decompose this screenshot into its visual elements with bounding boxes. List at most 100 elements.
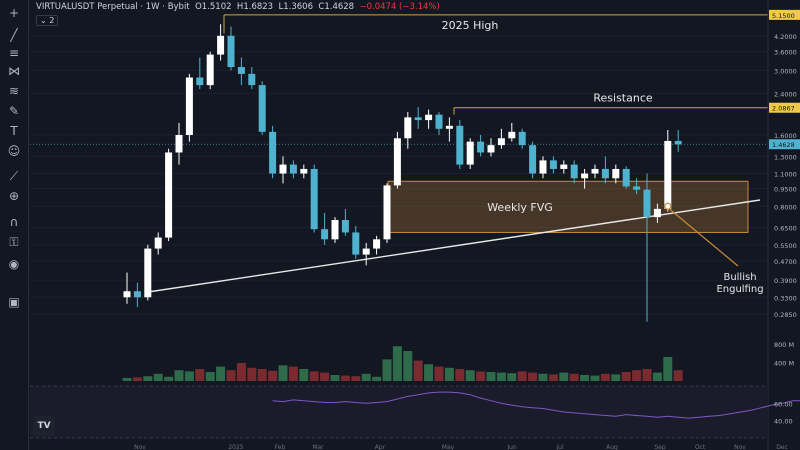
fib-icon[interactable]: ≡ bbox=[8, 46, 20, 60]
lock-icon[interactable]: ⚿ bbox=[9, 235, 19, 249]
time-axis-label: Nov bbox=[134, 444, 146, 450]
price-tick-label: 0.3300 bbox=[774, 294, 797, 302]
price-tick-label: 0.5500 bbox=[774, 242, 797, 250]
engulfing-label-line1: Bullish bbox=[723, 272, 756, 283]
time-axis-label: Oct bbox=[695, 444, 706, 450]
candle-body bbox=[487, 145, 495, 153]
volume-bar bbox=[496, 372, 506, 381]
candle-body bbox=[341, 219, 349, 233]
volume-bar bbox=[382, 359, 392, 381]
volume-bar bbox=[621, 372, 631, 381]
candle-body bbox=[549, 160, 557, 169]
trash-icon[interactable]: ▣ bbox=[8, 295, 20, 309]
candle-body bbox=[393, 138, 401, 186]
candle-body bbox=[289, 164, 297, 174]
volume-bar bbox=[247, 367, 257, 381]
candle-body bbox=[497, 138, 505, 146]
candle-body bbox=[508, 131, 516, 139]
volume-bar bbox=[340, 375, 350, 381]
candle-body bbox=[425, 114, 433, 121]
ruler-icon[interactable]: ⟋ bbox=[9, 169, 19, 183]
price-tick-label: 1.6000 bbox=[774, 132, 797, 140]
volume-bar bbox=[455, 369, 465, 381]
time-axis-label: May bbox=[442, 444, 455, 450]
volume-bar bbox=[642, 369, 652, 381]
volume-bar bbox=[299, 369, 309, 381]
time-axis-label: Sep bbox=[654, 444, 666, 450]
volume-bar bbox=[320, 372, 330, 381]
candle-body bbox=[196, 77, 204, 86]
pen-icon[interactable]: ✎ bbox=[8, 104, 20, 118]
change-value: −0.0474 (−3.14%) bbox=[359, 2, 440, 12]
symbol-name[interactable]: VIRTUALUSDT Perpetual · 1W · Bybit bbox=[36, 2, 190, 12]
indicator-count-badge[interactable]: ⌄ 2 bbox=[36, 15, 59, 26]
volume-bar bbox=[434, 366, 444, 381]
volume-bar bbox=[476, 371, 486, 381]
volume-bar bbox=[122, 378, 132, 381]
emoji-icon[interactable]: ☺ bbox=[7, 144, 21, 158]
brush-icon[interactable]: ≋ bbox=[8, 84, 20, 98]
price-tick-label: 0.6500 bbox=[774, 225, 797, 233]
candle-body bbox=[622, 168, 630, 187]
close-label: C bbox=[318, 2, 325, 12]
volume-bar bbox=[569, 373, 579, 381]
volume-bar bbox=[361, 373, 371, 381]
text-icon[interactable]: T bbox=[10, 124, 18, 138]
candle-body bbox=[404, 117, 412, 139]
indicator-count-value: 2 bbox=[49, 16, 55, 25]
candle-body bbox=[269, 131, 277, 174]
candle-body bbox=[154, 237, 162, 249]
volume-bar bbox=[195, 369, 205, 381]
time-axis-label: 2025 bbox=[228, 444, 243, 450]
candle-body bbox=[674, 140, 682, 145]
price-tick-label: 4.2000 bbox=[774, 33, 797, 41]
price-label-bg bbox=[769, 102, 800, 113]
volume-bar bbox=[184, 371, 194, 381]
volume-bar bbox=[611, 374, 621, 381]
symbol-header: VIRTUALUSDT Perpetual · 1W · Bybit O1.51… bbox=[36, 2, 440, 12]
indicator-count-arrow: ⌄ bbox=[40, 16, 50, 25]
volume-bar bbox=[226, 370, 236, 381]
crosshair-icon[interactable]: + bbox=[8, 6, 20, 20]
candle-body bbox=[373, 239, 381, 249]
candle-body bbox=[529, 145, 537, 174]
magnet-icon[interactable]: ∩ bbox=[9, 215, 19, 229]
drawing-toolbar: + ╱ ≡ ⋈ ≋ ✎ T ☺ ⟋ ⊕ ∩ ⚿ ◉ ▣ bbox=[0, 0, 29, 450]
volume-bar bbox=[392, 346, 402, 381]
rsi-line bbox=[272, 391, 800, 419]
price-tick-label: 2.4000 bbox=[774, 90, 797, 98]
volume-bar bbox=[600, 373, 610, 381]
time-axis-label: Mar bbox=[312, 444, 324, 450]
candle-body bbox=[560, 164, 568, 169]
tradingview-logo[interactable]: TV bbox=[33, 416, 55, 436]
volume-bar bbox=[278, 365, 288, 381]
candle-body bbox=[414, 117, 422, 121]
volume-bar bbox=[143, 376, 153, 381]
volume-bar bbox=[216, 366, 226, 381]
fvg-label: Weekly FVG bbox=[487, 201, 553, 214]
price-tick-label: 3.0000 bbox=[774, 67, 797, 75]
price-tick-label: 0.9500 bbox=[774, 186, 797, 194]
candle-body bbox=[570, 164, 578, 179]
zoom-icon[interactable]: ⊕ bbox=[8, 189, 20, 203]
price-label: 5.1500 bbox=[772, 12, 795, 20]
candle-body bbox=[144, 248, 152, 298]
volume-bar bbox=[632, 370, 642, 381]
volume-bar bbox=[663, 357, 673, 381]
candle-body bbox=[331, 219, 339, 240]
rsi-tick-label: 60.00 bbox=[774, 400, 793, 408]
time-axis-label: Feb bbox=[275, 444, 286, 450]
low-value: 1.3606 bbox=[283, 2, 313, 12]
pattern-icon[interactable]: ⋈ bbox=[8, 64, 20, 78]
volume-bar bbox=[330, 375, 340, 381]
price-tick-label: 0.8000 bbox=[774, 203, 797, 211]
volume-bar bbox=[174, 370, 184, 381]
eye-icon[interactable]: ◉ bbox=[8, 257, 20, 271]
volume-bar bbox=[403, 351, 413, 381]
engulfing-label-line2: Engulfing bbox=[716, 284, 763, 295]
volume-bar bbox=[288, 366, 298, 381]
candle-body bbox=[279, 164, 287, 174]
trend-line-icon[interactable]: ╱ bbox=[10, 28, 18, 42]
volume-tick-label: 800 M bbox=[774, 341, 794, 349]
